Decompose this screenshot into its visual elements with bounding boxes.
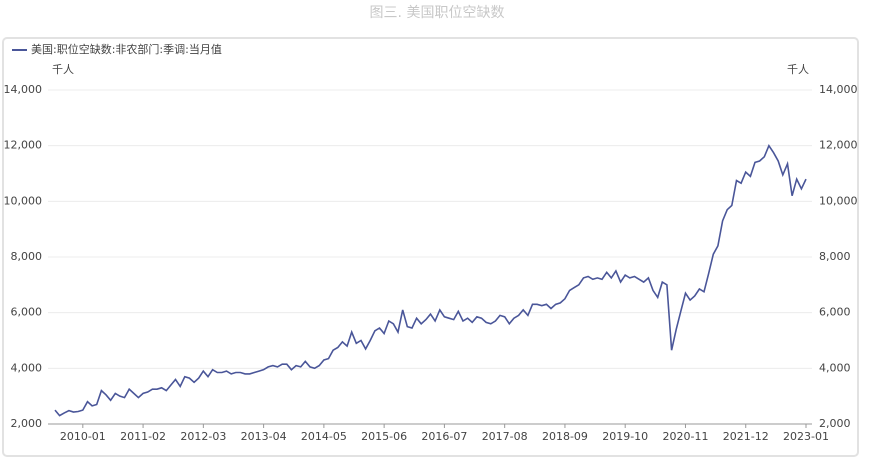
y2-tick-label: 4,000 <box>819 361 851 374</box>
x-tick-label: 2012-03 <box>180 430 226 443</box>
x-tick-label: 2013-04 <box>241 430 287 443</box>
x-tick-label: 2017-08 <box>482 430 528 443</box>
y-tick-label: 14,000 <box>4 83 43 96</box>
x-tick-label: 2023-01 <box>783 430 829 443</box>
x-tick-label: 2020-11 <box>662 430 708 443</box>
x-tick-label: 2015-06 <box>361 430 407 443</box>
x-tick-label: 2019-10 <box>602 430 648 443</box>
x-tick-label: 2018-09 <box>542 430 588 443</box>
x-tick-label: 2014-05 <box>301 430 347 443</box>
y2-tick-label: 8,000 <box>819 250 851 263</box>
data-line <box>54 144 807 417</box>
chart-title: 图三. 美国职位空缺数 <box>370 5 505 21</box>
y2-tick-label: 12,000 <box>819 139 858 152</box>
legend-label: 美国:职位空缺数:非农部门:季调:当月值 <box>31 42 222 56</box>
x-tick-label: 2010-01 <box>60 430 106 443</box>
y-tick-label: 4,000 <box>11 361 43 374</box>
y-tick-label: 8,000 <box>11 250 43 263</box>
x-tick-label: 2011-02 <box>120 430 166 443</box>
x-tick-label: 2021-12 <box>723 430 769 443</box>
chart-frame <box>2 37 859 457</box>
y2-tick-label: 10,000 <box>819 194 858 207</box>
y-tick-label: 12,000 <box>4 139 43 152</box>
y-tick-label: 6,000 <box>11 306 43 319</box>
y2-tick-label: 2,000 <box>819 417 851 430</box>
x-tick-label: 2016-07 <box>421 430 467 443</box>
y2-tick-label: 6,000 <box>819 306 851 319</box>
y2-unit: 千人 <box>787 63 809 76</box>
y-tick-label: 2,000 <box>11 417 43 430</box>
y-tick-label: 10,000 <box>4 194 43 207</box>
y-unit: 千人 <box>52 63 74 76</box>
y2-tick-label: 14,000 <box>819 83 858 96</box>
